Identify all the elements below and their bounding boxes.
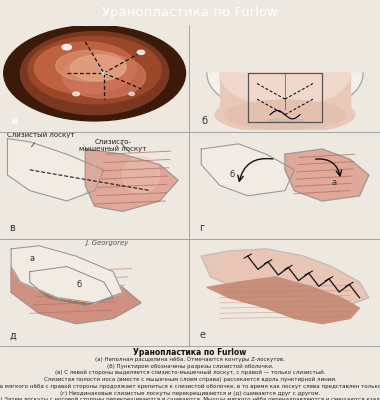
Text: б: б [201,116,207,126]
Ellipse shape [21,32,169,115]
Circle shape [129,92,135,96]
Polygon shape [8,139,104,201]
Text: а: а [30,254,35,263]
Ellipse shape [62,54,146,98]
Circle shape [137,50,145,54]
Polygon shape [207,73,363,115]
Ellipse shape [28,36,162,104]
Text: д: д [10,330,16,340]
Polygon shape [220,73,350,106]
Polygon shape [207,277,359,324]
Ellipse shape [4,25,185,121]
Polygon shape [86,149,178,211]
Circle shape [62,44,71,50]
Text: (в) С левой стороны выделяется слизисто-мышечный лоскут, с правой — только слизи: (в) С левой стороны выделяется слизисто-… [55,370,325,376]
Text: (е) Затем лоскуты с носовой стороны перекрещиваются и сшиваются. Мышцы мягкого н: (е) Затем лоскуты с носовой стороны пере… [0,397,380,400]
Ellipse shape [71,55,126,81]
Text: Мускулатура мягкого нёба с правой стороны продолжает крепиться к слизистой оболо: Мускулатура мягкого нёба с правой сторон… [0,384,380,389]
Text: в: в [10,223,15,233]
Text: е: е [200,330,205,340]
Polygon shape [11,246,122,303]
Text: medpicver.com: medpicver.com [266,118,304,123]
Text: (г) Неодинаковые слизистые лоскуты перекрещиваются и (д) сшиваются друг с другом: (г) Неодинаковые слизистые лоскуты перек… [60,390,320,396]
Circle shape [73,92,79,96]
Text: Слизисто-
мышечный лоскут: Слизисто- мышечный лоскут [79,139,147,152]
Text: (а) Неполная расщелина нёба. Отмечаются контуры Z-лоскутов.: (а) Неполная расщелина нёба. Отмечаются … [95,357,285,362]
Ellipse shape [225,100,345,129]
Polygon shape [201,144,294,196]
Circle shape [102,72,106,74]
Text: б: б [76,280,81,289]
Polygon shape [220,73,350,115]
Polygon shape [30,266,113,305]
Ellipse shape [215,96,355,133]
Text: а: а [11,116,18,126]
Text: б: б [229,170,234,179]
Text: Слизистая полости носа (вместе с мышечным слоем справа) рассекается вдоль пункти: Слизистая полости носа (вместе с мышечны… [44,377,336,382]
Polygon shape [11,261,141,324]
Polygon shape [201,249,369,308]
Text: (б) Пунктиром обозначены разрезы слизистой оболочки.: (б) Пунктиром обозначены разрезы слизист… [107,364,273,369]
Text: Слизистый лоскут: Слизистый лоскут [8,131,75,147]
Text: Уранопластика по Furlow: Уранопластика по Furlow [133,348,247,357]
Text: J. Georgorey: J. Georgorey [86,240,129,246]
Text: Уранопластика по Furlow: Уранопластика по Furlow [102,6,278,19]
Polygon shape [285,149,369,201]
Text: г: г [200,223,204,233]
Ellipse shape [56,50,126,82]
Ellipse shape [34,42,136,94]
Ellipse shape [122,157,160,193]
Text: а: а [331,178,337,187]
